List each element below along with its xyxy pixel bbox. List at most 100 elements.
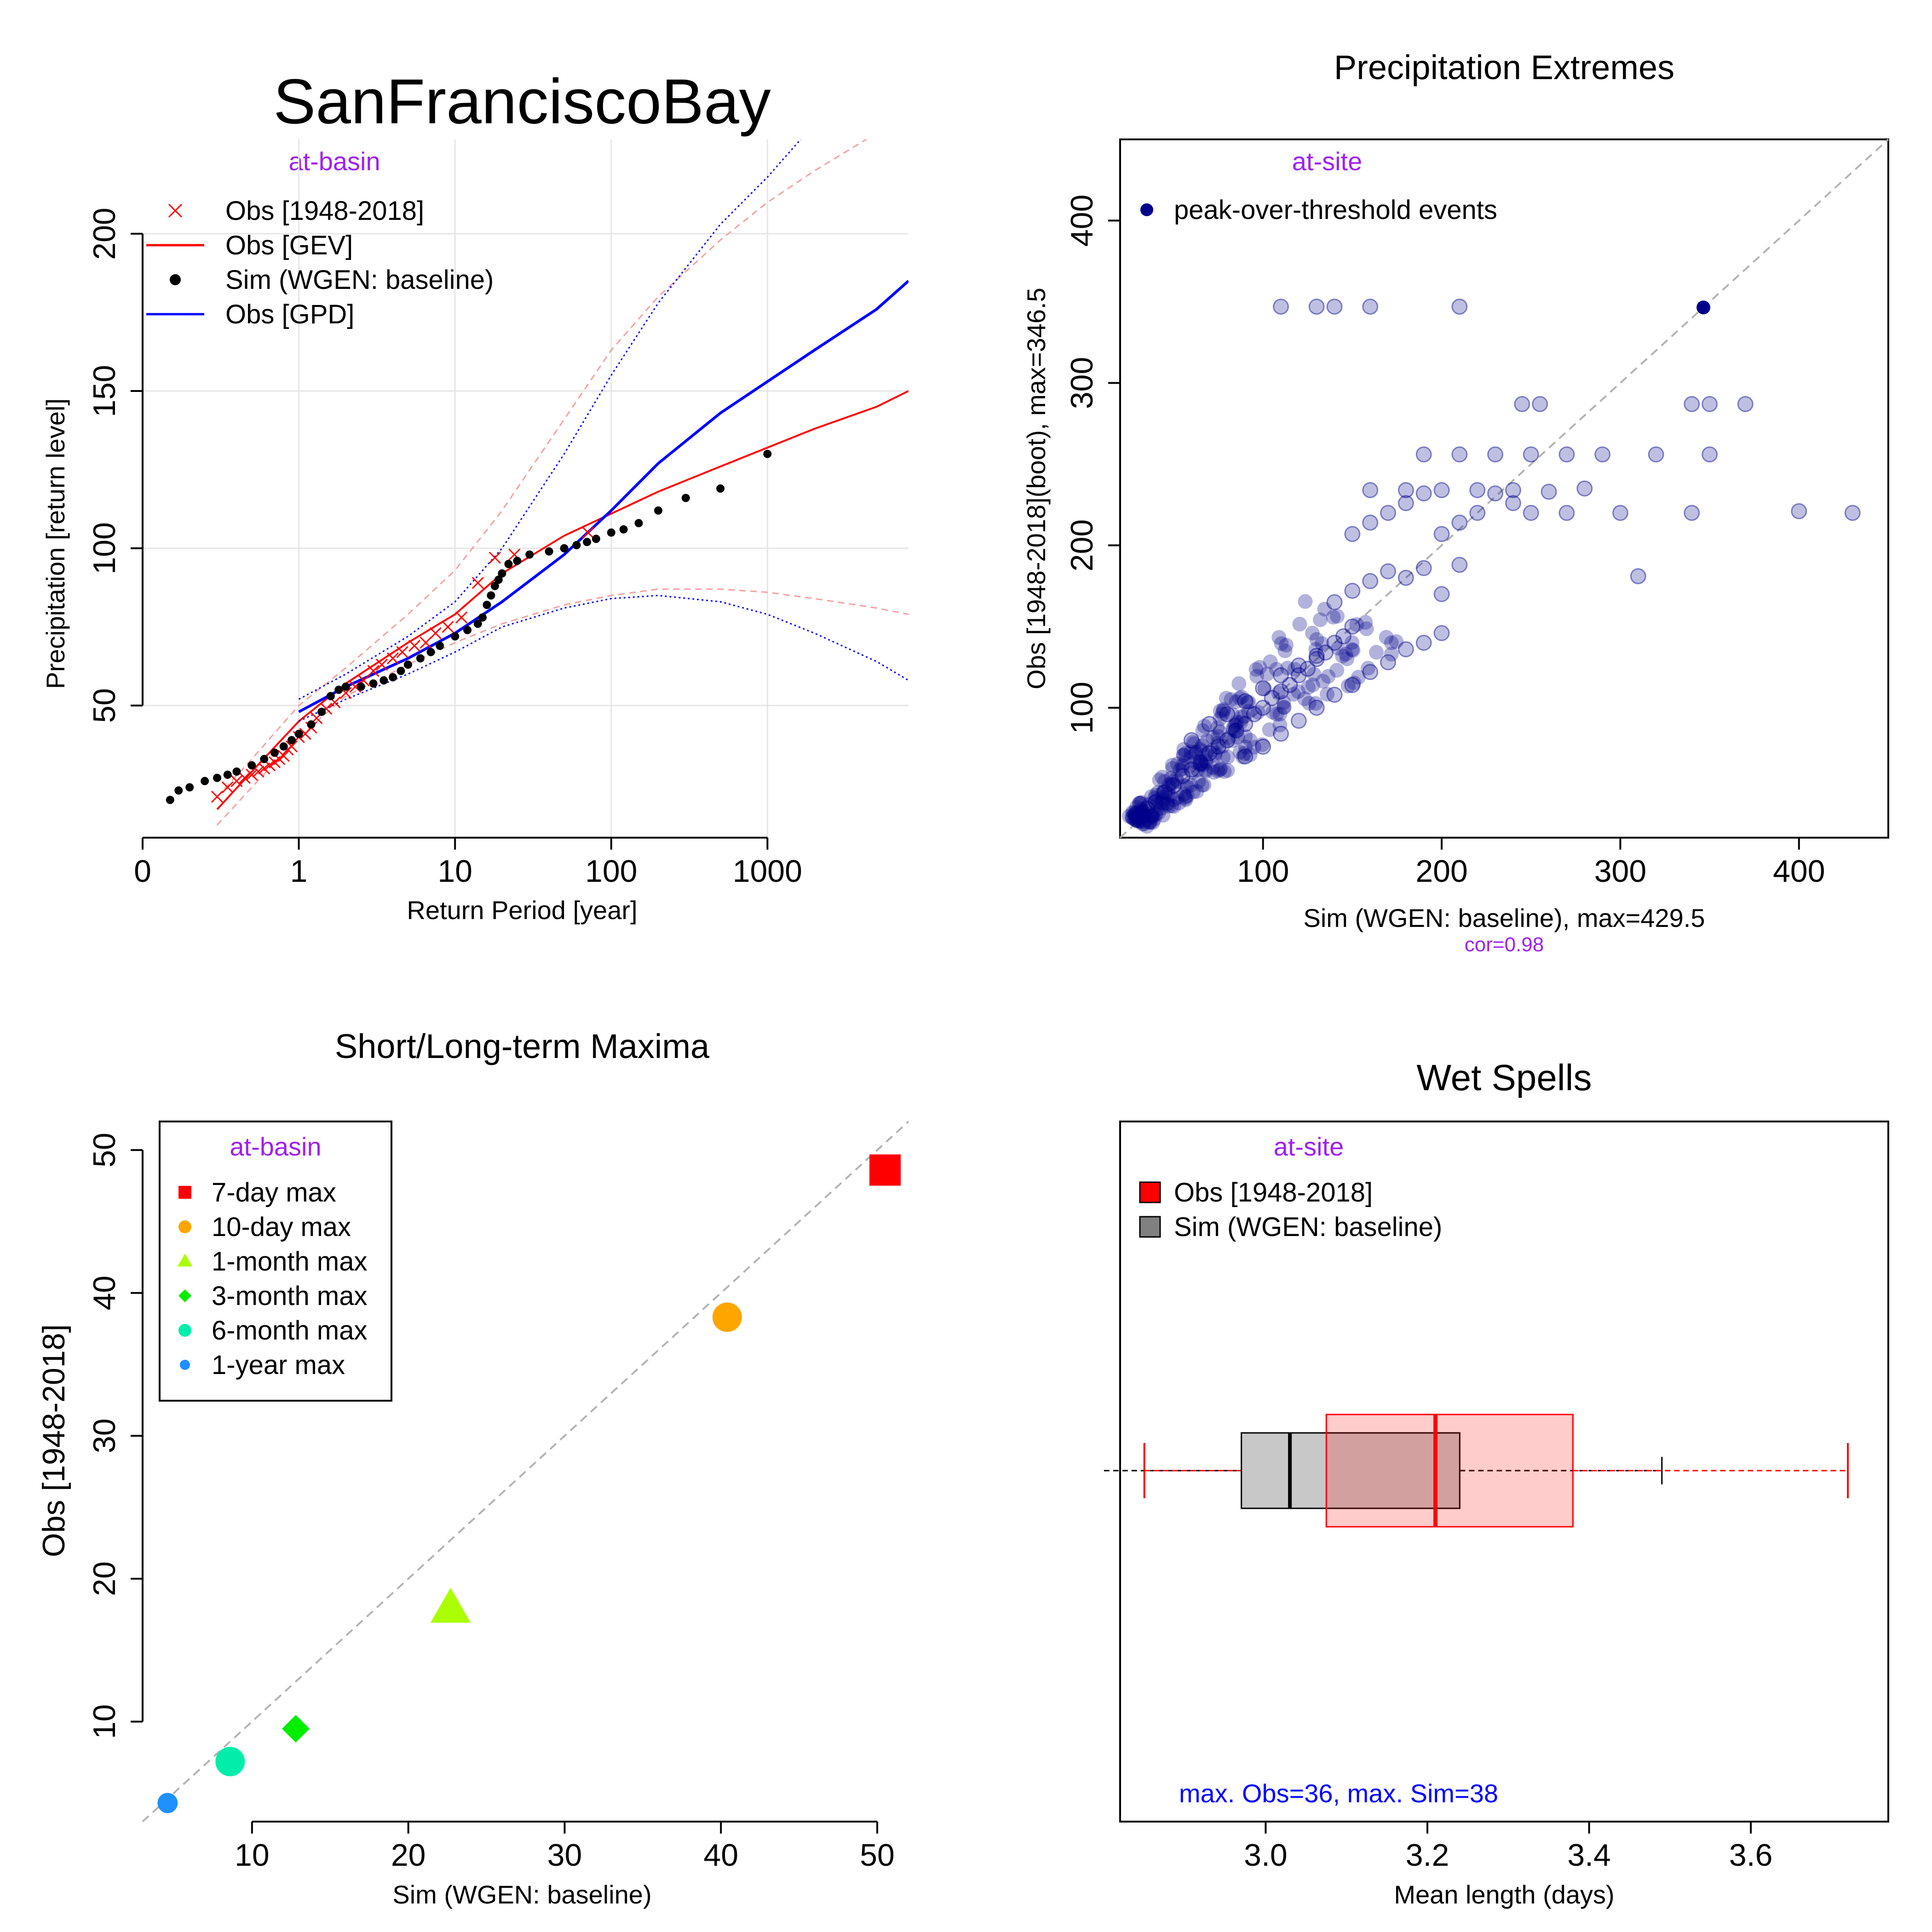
p2-event-point — [1252, 660, 1267, 675]
p2-legend: peak-over-threshold events — [1140, 195, 1497, 225]
p2-event-point — [1791, 503, 1807, 519]
p2-event-point — [1262, 722, 1277, 737]
p1-sim-point — [317, 707, 326, 716]
p2-event-point — [1362, 482, 1379, 499]
p1-sim-point — [478, 613, 487, 622]
p3-legend-label: 1-year max — [212, 1350, 345, 1380]
p2-event-point — [1193, 753, 1208, 769]
p2-event-point — [1179, 792, 1194, 807]
p2-event-point — [1326, 686, 1343, 703]
p2-event-point — [1195, 723, 1210, 738]
p2-event-point — [1212, 762, 1227, 777]
p2-event-point — [1349, 617, 1364, 632]
p2-x-label: Sim (WGEN: baseline), max=429.5 — [1304, 903, 1705, 932]
p2-event-point — [1415, 560, 1432, 576]
p1-sim-point — [592, 535, 600, 543]
p2-event-point — [1300, 680, 1316, 695]
p2-event-point — [1297, 691, 1312, 707]
p2-event-point — [1362, 299, 1379, 315]
p2-event-point — [1415, 634, 1432, 651]
p2-legend-dot-icon — [1140, 203, 1153, 216]
p2-event-point — [1226, 722, 1241, 737]
p2-event-point — [1183, 750, 1198, 765]
p2-event-point — [1137, 808, 1152, 823]
p2-event-point — [1514, 396, 1530, 412]
p3-x-tick-label: 50 — [860, 1838, 895, 1873]
p2-event-point — [1210, 736, 1225, 751]
p2-event-point — [1156, 784, 1173, 800]
p2-event-point — [1344, 582, 1361, 599]
p1-sim-point — [426, 648, 435, 656]
p4-obs-box — [1325, 1414, 1574, 1528]
p2-event-point — [1206, 730, 1221, 745]
p3-legend-label: 3-month max — [212, 1281, 367, 1311]
p2-event-point — [1161, 781, 1176, 796]
p2-event-point — [1273, 725, 1289, 742]
p2-event-point — [1166, 799, 1181, 814]
p2-event-point — [1127, 806, 1143, 821]
p1-sim-point — [270, 748, 279, 757]
p2-event-point — [1133, 796, 1148, 811]
p2-event-point — [1220, 763, 1235, 778]
p2-event-point — [1157, 774, 1173, 789]
p2-event-point — [1156, 785, 1171, 800]
p2-event-point — [1287, 661, 1302, 677]
p2-event-point — [1269, 707, 1284, 722]
p3-y-axis: 10 20 30 40 50 — [87, 1133, 144, 1739]
p2-identity-line — [1119, 138, 1889, 839]
p2-event-point — [1201, 745, 1218, 761]
p2-event-point — [1389, 634, 1404, 649]
p2-event-point — [1558, 505, 1575, 521]
p2-event-point — [1198, 753, 1213, 769]
p2-event-point — [1362, 514, 1379, 531]
p2-event-point — [1141, 797, 1156, 812]
p2-event-point — [1219, 690, 1234, 706]
p2-event-point — [1183, 761, 1200, 778]
p3-x-tick-label: 10 — [235, 1838, 270, 1873]
p2-event-point — [1271, 630, 1287, 645]
p2-event-point — [1183, 732, 1200, 748]
p1-series-line-5 — [298, 280, 908, 713]
p2-event-point — [1199, 755, 1214, 770]
p2-event-point — [1541, 483, 1557, 500]
p1-sim-point — [545, 547, 553, 556]
p2-event-point — [1558, 446, 1575, 463]
p2-event-point — [1276, 695, 1291, 710]
p2-y-tick-label: 400 — [1064, 195, 1099, 247]
p2-event-point — [1176, 748, 1191, 763]
p1-sim-point — [307, 720, 316, 729]
p1-legend: Obs [1948-2018] Obs [GEV] Sim (WGEN: basel… — [146, 196, 494, 329]
p3-y-tick-label: 30 — [87, 1419, 122, 1454]
p1-x-tick-label: 0 — [134, 854, 151, 889]
p3-legend-box — [159, 1121, 392, 1402]
p2-event-point — [1210, 763, 1225, 778]
p1-sim-point — [634, 519, 643, 528]
p2-event-point — [1136, 805, 1151, 820]
p1-sim-point — [416, 654, 425, 663]
p2-event-point — [1321, 669, 1336, 684]
p2-event-point — [1315, 673, 1330, 689]
p1-x-tick-label: 10 — [437, 854, 472, 889]
p2-event-point — [1148, 807, 1163, 822]
p1-sim-point — [341, 682, 350, 691]
p1-sim-point — [279, 742, 288, 751]
p2-event-point — [1121, 809, 1137, 824]
p2-event-point — [1126, 811, 1141, 826]
p2-event-point — [1696, 300, 1711, 315]
p3-points — [157, 1154, 901, 1813]
p2-event-point — [1351, 670, 1366, 685]
p2-event-point — [1248, 662, 1264, 677]
p2-event-point — [1359, 621, 1374, 636]
p1-sim-point — [397, 667, 405, 675]
p2-event-point — [1271, 685, 1286, 701]
p2-event-point — [1129, 812, 1144, 827]
p2-event-point — [1234, 690, 1249, 705]
p2-event-point — [1358, 615, 1373, 630]
p2-event-point — [1198, 764, 1213, 779]
p2-event-point — [1196, 758, 1211, 773]
p2-event-point — [1523, 446, 1539, 463]
p2-event-point — [1380, 563, 1397, 580]
p3-marker-3-month-max — [282, 1715, 310, 1743]
p2-event-point — [1451, 446, 1468, 463]
p1-sim-point — [334, 685, 343, 694]
